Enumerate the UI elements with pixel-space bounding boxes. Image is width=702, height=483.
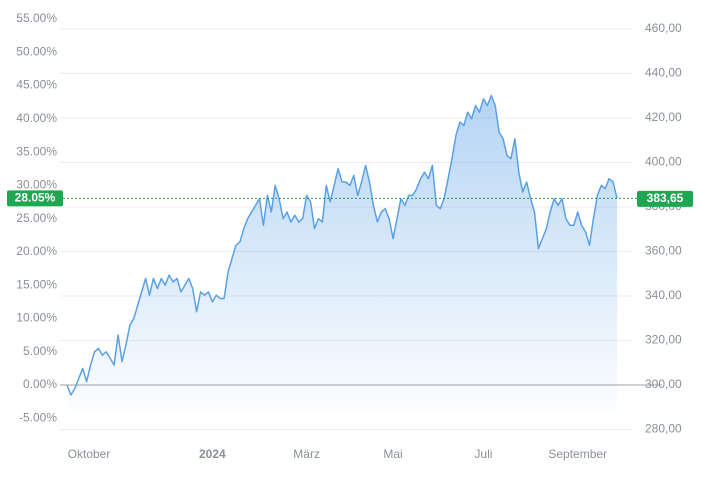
y-tick-label: 30.00% bbox=[16, 178, 57, 192]
y-tick-label: 20.00% bbox=[16, 244, 57, 258]
y2-tick-label: 280,00 bbox=[645, 422, 682, 436]
y-tick-label: 15.00% bbox=[16, 277, 57, 291]
y-tick-label: 5.00% bbox=[23, 344, 57, 358]
marker-box bbox=[7, 190, 63, 207]
x-tick-label: 2024 bbox=[199, 447, 226, 461]
y2-tick-label: 300,00 bbox=[645, 377, 682, 391]
x-tick-label: September bbox=[548, 447, 607, 461]
x-tick-label: März bbox=[293, 447, 320, 461]
y-tick-label: 45.00% bbox=[16, 78, 57, 92]
y-tick-label: -5.00% bbox=[19, 410, 57, 424]
x-tick-label: Oktober bbox=[68, 447, 111, 461]
marker-label: 383,65 bbox=[647, 191, 684, 205]
x-tick-label: Juli bbox=[474, 447, 492, 461]
y2-tick-label: 400,00 bbox=[645, 155, 682, 169]
y-tick-label: 10.00% bbox=[16, 311, 57, 325]
y-tick-label: 25.00% bbox=[16, 211, 57, 225]
line bbox=[66, 94, 618, 396]
y2-tick-label: 440,00 bbox=[645, 66, 682, 80]
y2-tick-label: 360,00 bbox=[645, 244, 682, 258]
plot bbox=[63, 94, 637, 410]
y-tick-label: 40.00% bbox=[16, 111, 57, 125]
labels: 280,00300,00320,00340,00360,00380,00400,… bbox=[7, 11, 693, 461]
y2-tick-label: 320,00 bbox=[645, 333, 682, 347]
y2-tick-label: 420,00 bbox=[645, 110, 682, 124]
y-tick-label: 0.00% bbox=[23, 377, 57, 391]
x-tick-label: Mai bbox=[383, 447, 402, 461]
y2-tick-label: 340,00 bbox=[645, 288, 682, 302]
marker-label: 28.05% bbox=[15, 191, 56, 205]
y2-tick-label: 460,00 bbox=[645, 21, 682, 35]
y-tick-label: 35.00% bbox=[16, 144, 57, 158]
area bbox=[67, 95, 617, 410]
marker-box bbox=[637, 190, 693, 207]
y-tick-label: 50.00% bbox=[16, 44, 57, 58]
y-tick-label: 55.00% bbox=[16, 11, 57, 25]
